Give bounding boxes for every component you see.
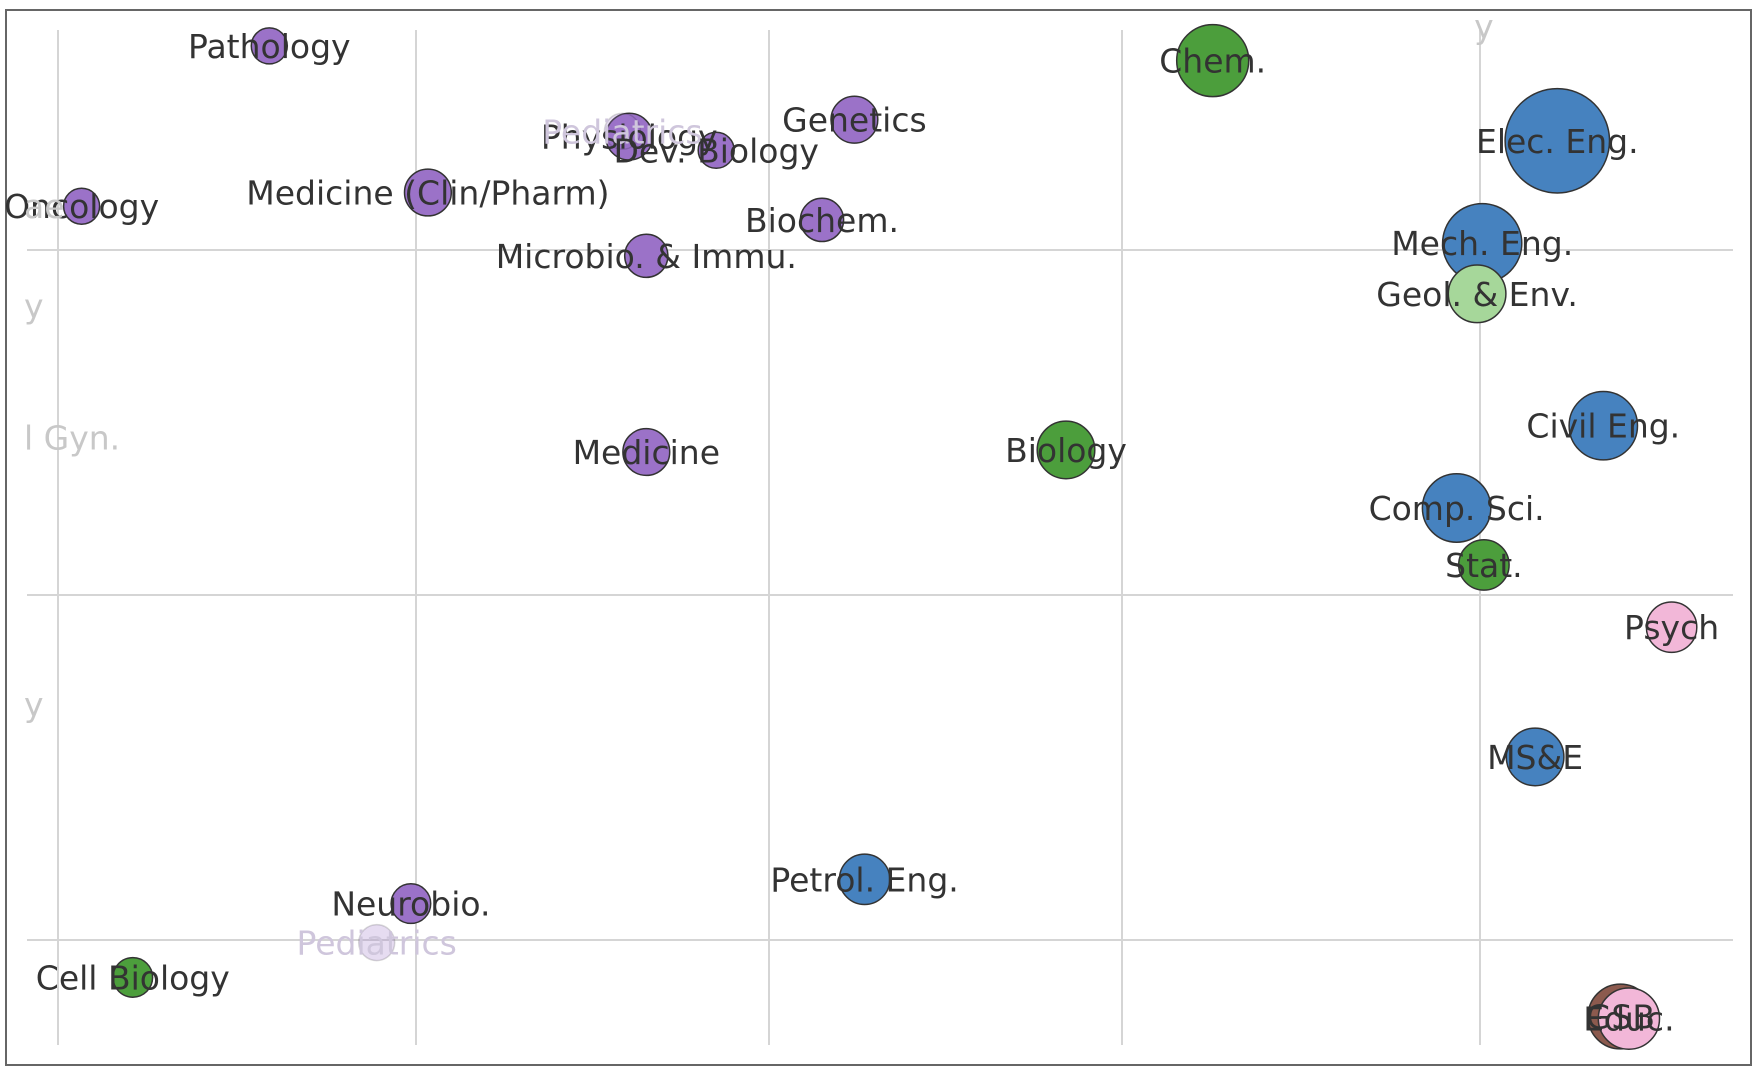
clipped-label: y [1474, 7, 1494, 46]
data-point[interactable] [1597, 987, 1661, 1050]
point-label: Oncology [4, 187, 159, 226]
point-label: Cell Biology [36, 958, 230, 997]
point-label: Biochem. [745, 201, 899, 240]
data-point[interactable] [1505, 727, 1565, 787]
data-point[interactable] [357, 923, 396, 962]
data-point[interactable] [830, 95, 879, 144]
point-label: Chem. [1159, 42, 1266, 81]
point-label: Civil Eng. [1526, 407, 1680, 446]
data-point[interactable] [697, 131, 735, 170]
point-label: Pediatrics [542, 112, 702, 151]
data-point[interactable] [838, 853, 891, 906]
point-label: GSB [1586, 998, 1655, 1037]
point-label: Comp. Sci. [1369, 489, 1545, 528]
data-point[interactable] [1447, 264, 1507, 324]
point-label: Medicine [573, 433, 720, 472]
point-label: MS&E [1487, 738, 1583, 777]
data-point[interactable] [1504, 87, 1611, 194]
point-label: Petrol. Eng. [770, 860, 958, 899]
point-label: Genetics [782, 101, 927, 140]
data-point[interactable] [390, 883, 432, 925]
data-point[interactable] [112, 956, 154, 998]
data-points [62, 23, 1698, 1050]
point-label: Stat. [1445, 546, 1523, 585]
point-label: Elec. Eng. [1476, 122, 1639, 161]
point-label: Pathology [188, 27, 351, 66]
chart-frame [5, 9, 1752, 1066]
data-point[interactable] [623, 233, 669, 279]
data-point[interactable] [799, 197, 845, 243]
point-label: Dev. Biology [613, 131, 819, 170]
data-point[interactable] [1036, 420, 1096, 480]
clipped-label: l Gyn. [24, 418, 120, 457]
data-point[interactable] [403, 168, 453, 217]
point-label: Biology [1005, 431, 1127, 470]
point-label: Physiology [541, 118, 718, 157]
data-point[interactable] [1645, 601, 1698, 654]
point-label: Mech. Eng. [1391, 224, 1573, 263]
clipped-label: y [24, 685, 44, 724]
data-point[interactable] [250, 27, 289, 65]
clipped-label: ae [24, 187, 65, 226]
data-point[interactable] [62, 187, 101, 225]
data-point[interactable] [603, 112, 642, 151]
data-point[interactable] [605, 112, 654, 161]
clipped-label: y [24, 286, 44, 325]
data-point[interactable] [1175, 23, 1250, 98]
point-label: Microbio. & Immu. [496, 237, 797, 276]
data-point[interactable] [1568, 390, 1639, 461]
point-label: Psych [1624, 608, 1719, 647]
point-label: Educ. [1583, 1000, 1674, 1039]
point-label: Geol. & Env. [1376, 275, 1578, 314]
point-label: Pediatrics [297, 924, 457, 963]
point-label: Medicine (Clin/Pharm) [246, 174, 609, 213]
point-label: Neurobio. [331, 885, 490, 924]
data-point[interactable] [1421, 473, 1492, 543]
data-point[interactable] [1457, 538, 1510, 591]
data-point[interactable] [622, 427, 671, 477]
